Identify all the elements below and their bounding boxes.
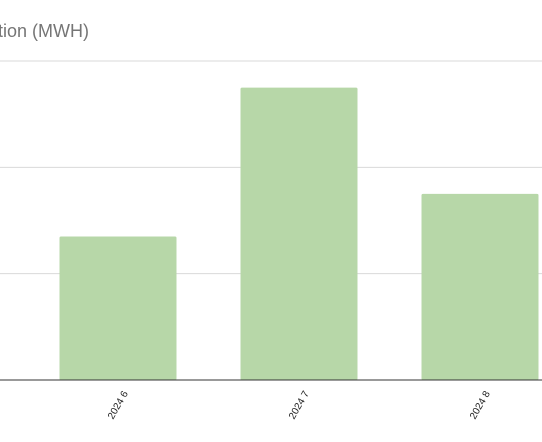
bar [59, 236, 177, 380]
bar [421, 193, 539, 380]
bar [240, 87, 358, 380]
x-tick-label: 2024 6 [106, 389, 131, 421]
x-tick-label: 2024 7 [287, 389, 312, 421]
x-tick-label: 2024 8 [468, 389, 493, 421]
chart-title: tion (MWH) [0, 21, 89, 41]
